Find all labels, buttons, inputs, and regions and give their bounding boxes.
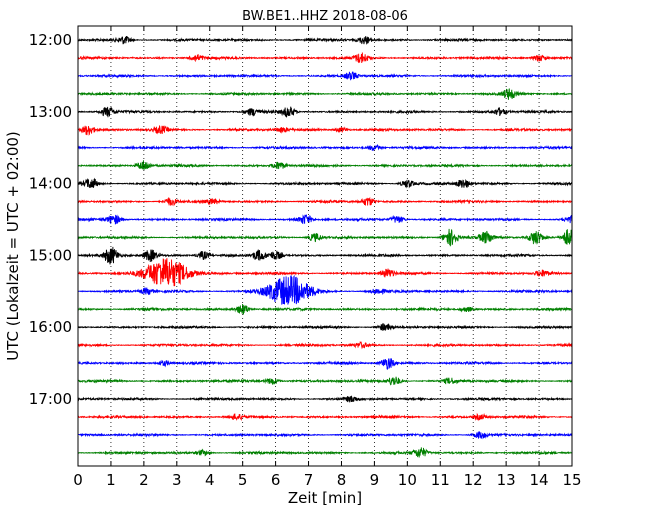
x-tick-label: 13	[497, 471, 516, 489]
y-axis-label: UTC (Lokalzeit = UTC + 02:00)	[4, 131, 22, 361]
plot-frame	[77, 25, 573, 467]
y-tick-label: 15:00	[29, 246, 72, 264]
x-tick-label: 8	[337, 471, 347, 489]
y-tick-label: 17:00	[29, 390, 72, 408]
y-tick-label: 16:00	[29, 318, 72, 336]
x-tick-label: 4	[205, 471, 215, 489]
x-tick-label: 14	[530, 471, 549, 489]
x-axis-label: Zeit [min]	[288, 489, 362, 507]
trace-1500	[77, 246, 573, 265]
trace-1400	[77, 177, 573, 189]
x-tick-label: 15	[562, 471, 581, 489]
trace-1745	[77, 447, 573, 458]
y-tick-label: 14:00	[29, 175, 72, 193]
x-tick-label: 9	[370, 471, 380, 489]
trace-1545	[77, 303, 573, 315]
y-ticks-group: 12:00 13:00 14:00 15:00 16:00 17:00	[29, 31, 572, 408]
gridlines-group	[110, 26, 540, 466]
trace-1445	[77, 228, 573, 247]
x-tick-label: 3	[172, 471, 182, 489]
y-tick-label: 12:00	[29, 31, 72, 49]
trace-1715	[77, 412, 573, 422]
trace-1600	[77, 322, 573, 331]
x-tick-label: 6	[271, 471, 281, 489]
trace-1700	[77, 395, 573, 403]
x-tick-label: 5	[238, 471, 248, 489]
x-tick-label: 0	[73, 471, 83, 489]
x-tick-label: 1	[106, 471, 116, 489]
trace-1730	[77, 431, 573, 440]
trace-1230	[77, 71, 573, 81]
trace-1415	[77, 196, 573, 207]
trace-1215	[77, 52, 573, 64]
trace-1200	[77, 35, 573, 45]
trace-1515	[77, 258, 573, 287]
x-tick-label: 11	[431, 471, 450, 489]
x-tick-label: 10	[398, 471, 417, 489]
chart-title: BW.BE1..HHZ 2018-08-06	[242, 9, 408, 24]
x-tick-label: 7	[304, 471, 314, 489]
trace-1630	[77, 358, 573, 370]
x-tick-label: 12	[464, 471, 483, 489]
trace-1345	[77, 160, 573, 170]
traces-group	[77, 35, 573, 458]
trace-1315	[77, 124, 573, 136]
trace-1615	[77, 341, 573, 350]
trace-1330	[77, 144, 573, 151]
trace-1530	[77, 274, 573, 305]
trace-1645	[77, 376, 573, 386]
y-tick-label: 13:00	[29, 103, 72, 121]
trace-1300	[77, 106, 573, 118]
x-tick-label: 2	[139, 471, 149, 489]
x-ticks-group: 0 1 2 3 4 5 6 7 8 9 10 11 12 13 14 15	[73, 26, 582, 489]
trace-1245	[77, 88, 573, 100]
trace-1430	[77, 214, 573, 225]
